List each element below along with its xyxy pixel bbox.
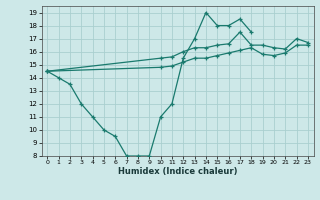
X-axis label: Humidex (Indice chaleur): Humidex (Indice chaleur) [118, 167, 237, 176]
